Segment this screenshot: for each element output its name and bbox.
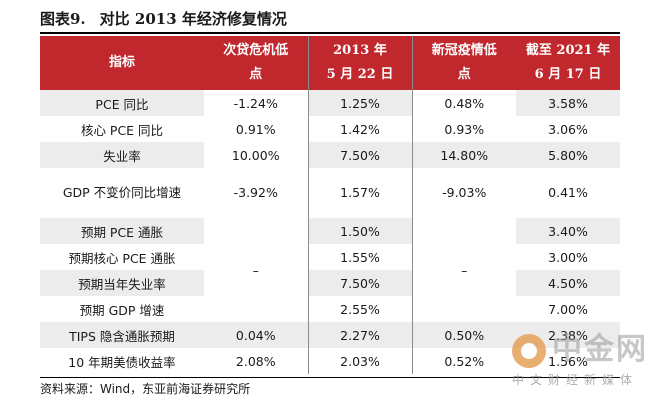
footer-divider (40, 377, 620, 378)
row-label: 预期核心 PCE 通胀 (40, 244, 204, 270)
header-indicator: 指标 (40, 36, 204, 90)
header-subprime-low: 次贷危机低点 (204, 36, 309, 90)
cell-subprime-low: 0.04% (204, 322, 309, 348)
cell-2021-jun: 5.80% (516, 142, 620, 168)
cell-2013-may: 1.25% (308, 90, 413, 116)
row-label: 核心 PCE 同比 (40, 116, 204, 142)
figure-title: 图表9. 对比 2013 年经济修复情况 (40, 6, 620, 34)
cell-2021-jun: 0.41% (516, 168, 620, 218)
cell-2013-may: 7.50% (308, 142, 413, 168)
header-2013-may-22: 2013 年 5 月 22 日 (308, 36, 413, 90)
cell-2021-jun: 4.50% (516, 270, 620, 296)
cell-subprime-low: 10.00% (204, 142, 309, 168)
cell-covid-low: 0.50% (412, 322, 516, 348)
table-row: PCE 同比 -1.24% 1.25% 0.48% 3.58% (40, 90, 620, 116)
cell-2013-may: 2.27% (308, 322, 413, 348)
cell-2021-jun: 7.00% (516, 296, 620, 322)
cell-subprime-low: 2.08% (204, 348, 309, 374)
row-label: 预期 GDP 增速 (40, 296, 204, 322)
cell-covid-low: 14.80% (412, 142, 516, 168)
header-covid-low: 新冠疫情低点 (412, 36, 516, 90)
row-label: GDP 不变价同比增速 (40, 168, 204, 218)
table-row: 预期 PCE 通胀 – 1.50% – 3.40% (40, 218, 620, 322)
watermark-tagline: 中文财经新媒体 (512, 373, 639, 387)
row-label: 预期当年失业率 (40, 270, 204, 296)
merged-dash-subprime: – (204, 218, 309, 322)
cell-covid-low: 0.93% (412, 116, 516, 142)
cell-2013-may: 7.50% (308, 270, 413, 296)
row-label: PCE 同比 (40, 90, 204, 116)
cell-covid-low: -9.03% (412, 168, 516, 218)
cell-2013-may: 2.55% (308, 296, 413, 322)
source-note: 资料来源：Wind，东亚前海证券研究所 (40, 382, 251, 396)
cell-2021-jun: 3.06% (516, 116, 620, 142)
row-label: 预期 PCE 通胀 (40, 218, 204, 244)
cell-2021-jun: 3.40% (516, 218, 620, 244)
cell-2013-may: 1.57% (308, 168, 413, 218)
figure-number: 图表9. (40, 10, 86, 28)
watermark: 中金网 中文财经新媒体 (504, 328, 654, 398)
cell-2013-may: 1.50% (308, 218, 413, 244)
watermark-logo-icon (512, 334, 546, 368)
cell-subprime-low: 0.91% (204, 116, 309, 142)
cell-covid-low: 0.52% (412, 348, 516, 374)
cell-2021-jun: 3.58% (516, 90, 620, 116)
table-row: 失业率 10.00% 7.50% 14.80% 5.80% (40, 142, 620, 168)
cell-covid-low: 0.48% (412, 90, 516, 116)
table-row: 10 年期美债收益率 2.08% 2.03% 0.52% 1.56% (40, 348, 620, 374)
table-row: 核心 PCE 同比 0.91% 1.42% 0.93% 3.06% (40, 116, 620, 142)
cell-2013-may: 2.03% (308, 348, 413, 374)
row-label: TIPS 隐含通胀预期 (40, 322, 204, 348)
table-row: 预期当年失业率 7.50% 4.50% (40, 270, 620, 296)
cell-subprime-low: -3.92% (204, 168, 309, 218)
watermark-name: 中金网 (552, 332, 648, 367)
table-row: 预期 GDP 增速 2.55% 7.00% (40, 296, 620, 322)
figure-title-text: 对比 2013 年经济修复情况 (99, 10, 287, 28)
table-row: 预期核心 PCE 通胀 1.55% 3.00% (40, 244, 620, 270)
cell-subprime-low: -1.24% (204, 90, 309, 116)
header-2021-jun-17: 截至 2021 年 6 月 17 日 (516, 36, 620, 90)
merged-dash-covid: – (412, 218, 516, 322)
cell-2013-may: 1.42% (308, 116, 413, 142)
table-header-row: 指标 次贷危机低点 2013 年 5 月 22 日 新冠疫情低点 截至 2021… (40, 36, 620, 90)
cell-2021-jun: 3.00% (516, 244, 620, 270)
cell-2013-may: 1.55% (308, 244, 413, 270)
table-row: GDP 不变价同比增速 -3.92% 1.57% -9.03% 0.41% (40, 168, 620, 218)
row-label: 10 年期美债收益率 (40, 348, 204, 374)
row-label: 失业率 (40, 142, 204, 168)
table-row: TIPS 隐含通胀预期 0.04% 2.27% 0.50% 2.38% (40, 322, 620, 348)
comparison-table: 指标 次贷危机低点 2013 年 5 月 22 日 新冠疫情低点 截至 2021… (40, 36, 620, 374)
